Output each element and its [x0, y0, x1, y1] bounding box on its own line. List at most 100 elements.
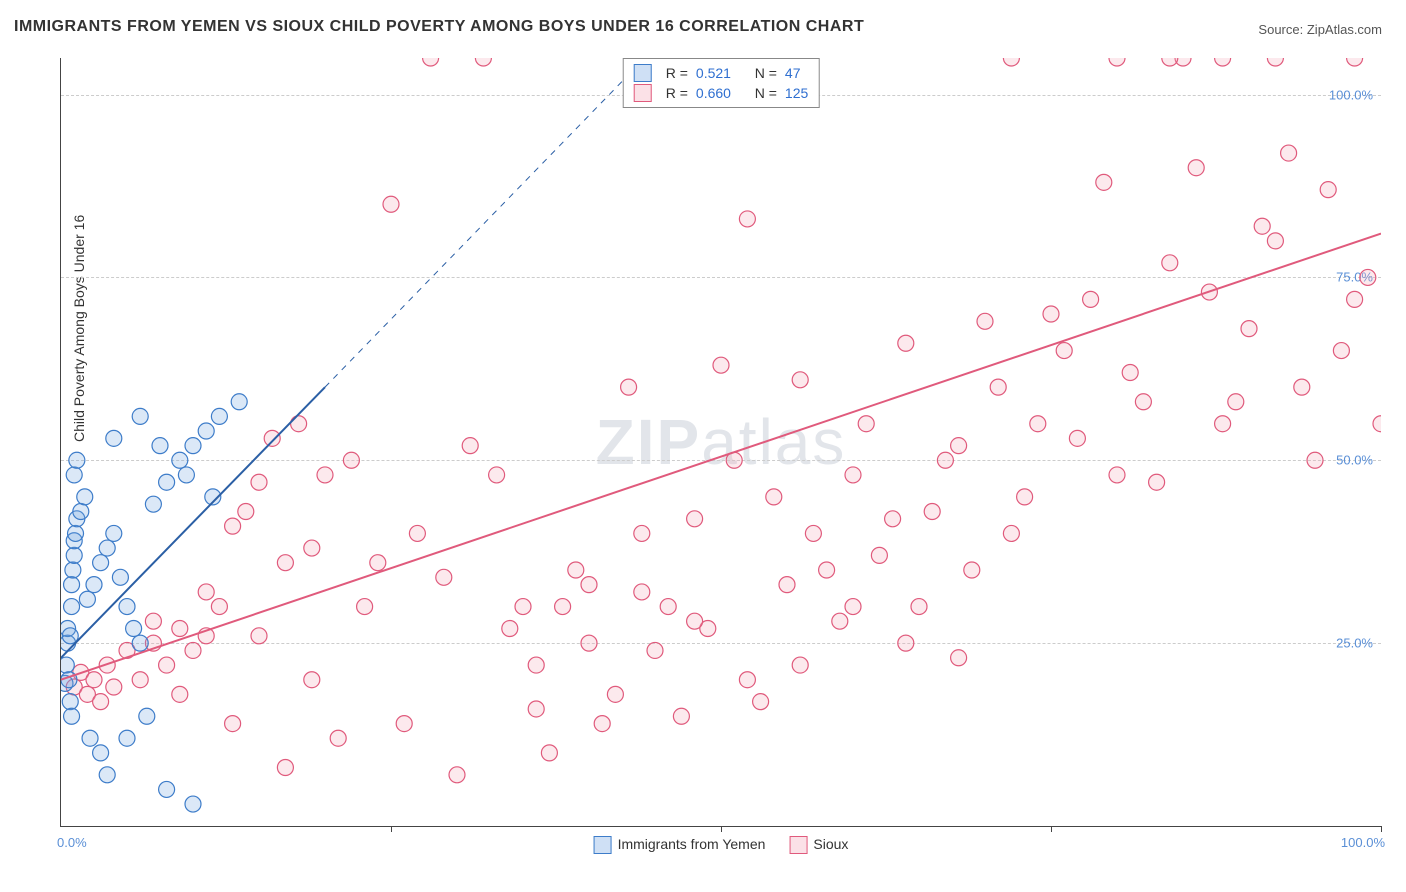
data-point: [1149, 474, 1165, 490]
data-point: [64, 577, 80, 593]
data-point: [304, 672, 320, 688]
data-point: [647, 642, 663, 658]
data-point: [225, 716, 241, 732]
data-point: [1162, 58, 1178, 66]
data-point: [581, 577, 597, 593]
data-point: [489, 467, 505, 483]
legend-row-yemen: R = 0.521 N = 47: [634, 63, 809, 83]
data-point: [291, 416, 307, 432]
data-point: [99, 540, 115, 556]
data-point: [106, 525, 122, 541]
data-point: [211, 408, 227, 424]
data-point: [594, 716, 610, 732]
x-tick-mark: [1051, 826, 1052, 832]
data-point: [343, 452, 359, 468]
data-point: [1373, 416, 1381, 432]
data-point: [238, 503, 254, 519]
data-point: [330, 730, 346, 746]
data-point: [304, 540, 320, 556]
data-point: [1294, 379, 1310, 395]
correlation-legend: R = 0.521 N = 47 R = 0.660 N = 125: [623, 58, 820, 108]
data-point: [1069, 430, 1085, 446]
data-point: [568, 562, 584, 578]
data-point: [1003, 525, 1019, 541]
data-point: [964, 562, 980, 578]
legend-item-sioux: Sioux: [789, 836, 848, 854]
data-point: [119, 730, 135, 746]
data-point: [383, 196, 399, 212]
plot-area: Child Poverty Among Boys Under 16 ZIPatl…: [60, 58, 1381, 827]
data-point: [132, 672, 148, 688]
swatch-yemen: [634, 64, 652, 82]
swatch-sioux-bottom: [789, 836, 807, 854]
data-point: [1241, 321, 1257, 337]
data-point: [924, 503, 940, 519]
data-point: [739, 211, 755, 227]
data-point: [687, 511, 703, 527]
data-point: [475, 58, 491, 66]
data-point: [436, 569, 452, 585]
data-point: [1109, 467, 1125, 483]
data-point: [581, 635, 597, 651]
data-point: [660, 599, 676, 615]
data-point: [62, 694, 78, 710]
data-point: [1333, 343, 1349, 359]
data-point: [1162, 255, 1178, 271]
data-point: [86, 577, 102, 593]
data-point: [871, 547, 887, 563]
data-point: [739, 672, 755, 688]
data-point: [64, 599, 80, 615]
legend-label-sioux: Sioux: [813, 836, 848, 852]
data-point: [409, 525, 425, 541]
legend-label-yemen: Immigrants from Yemen: [618, 836, 766, 852]
data-point: [1347, 291, 1363, 307]
data-point: [766, 489, 782, 505]
n-label: N =: [755, 83, 777, 103]
data-point: [86, 672, 102, 688]
data-point: [185, 438, 201, 454]
data-point: [753, 694, 769, 710]
data-point: [172, 621, 188, 637]
data-point: [159, 474, 175, 490]
data-point: [805, 525, 821, 541]
source-prefix: Source:: [1258, 22, 1303, 37]
data-point: [515, 599, 531, 615]
x-tick-max: 100.0%: [1341, 835, 1385, 850]
data-point: [819, 562, 835, 578]
data-point: [792, 657, 808, 673]
data-point: [370, 555, 386, 571]
x-tick-min: 0.0%: [57, 835, 87, 850]
data-point: [79, 591, 95, 607]
data-point: [687, 613, 703, 629]
n-label: N =: [755, 63, 777, 83]
x-tick-mark: [391, 826, 392, 832]
data-point: [1043, 306, 1059, 322]
data-point: [1135, 394, 1151, 410]
data-point: [1056, 343, 1072, 359]
source-value: ZipAtlas.com: [1307, 22, 1382, 37]
data-point: [779, 577, 795, 593]
data-point: [68, 525, 84, 541]
trend-line: [61, 387, 325, 658]
n-value-yemen: 47: [785, 63, 801, 83]
data-point: [185, 642, 201, 658]
swatch-yemen-bottom: [594, 836, 612, 854]
data-point: [152, 438, 168, 454]
data-point: [1267, 58, 1283, 66]
data-point: [845, 467, 861, 483]
data-point: [159, 657, 175, 673]
data-point: [73, 503, 89, 519]
data-point: [1307, 452, 1323, 468]
data-point: [832, 613, 848, 629]
trend-line: [61, 234, 1381, 680]
data-point: [713, 357, 729, 373]
data-point: [541, 745, 557, 761]
data-point: [951, 438, 967, 454]
data-point: [898, 335, 914, 351]
data-point: [178, 467, 194, 483]
data-point: [898, 635, 914, 651]
data-point: [1030, 416, 1046, 432]
data-point: [159, 781, 175, 797]
legend-item-yemen: Immigrants from Yemen: [594, 836, 766, 854]
data-point: [528, 701, 544, 717]
